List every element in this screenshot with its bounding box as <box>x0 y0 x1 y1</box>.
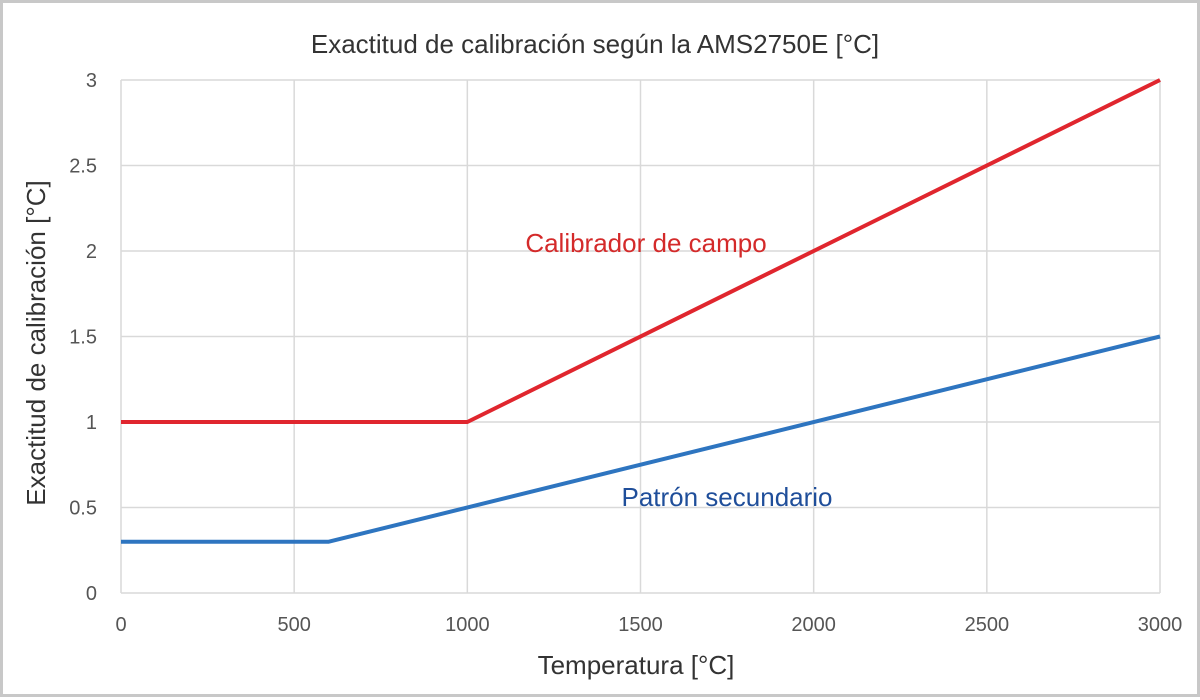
x-tick-label: 1500 <box>618 614 663 636</box>
series-line-0 <box>121 78 1161 424</box>
x-tick-label: 500 <box>277 614 310 636</box>
chart-title: Exactitud de calibración según la AMS275… <box>311 29 879 59</box>
x-axis-label: Temperatura [°C] <box>538 650 735 680</box>
y-tick-label: 0.5 <box>69 498 97 520</box>
x-tick-label: 2500 <box>965 614 1010 636</box>
series-lines <box>121 78 1161 544</box>
y-tick-label: 1 <box>86 412 97 434</box>
y-tick-label: 2 <box>86 241 97 263</box>
y-tick-label: 1.5 <box>69 327 97 349</box>
y-tick-label: 2.5 <box>69 156 97 178</box>
series-label-patron: Patrón secundario <box>621 482 832 512</box>
tick-labels: 0 500 1000 1500 2000 2500 3000 0 0.5 1 1.5 2 2.5 3 <box>69 70 1182 636</box>
y-tick-label: 3 <box>86 70 97 92</box>
x-tick-label: 1000 <box>445 614 490 636</box>
y-axis-label: Exactitud de calibración [°C] <box>21 180 51 505</box>
line-chart: 0 500 1000 1500 2000 2500 3000 0 0.5 1 1.5 2 2.5 3 Ex… <box>21 29 1182 680</box>
x-tick-label: 0 <box>115 614 126 636</box>
x-tick-label: 2000 <box>791 614 836 636</box>
series-line-1 <box>121 334 1161 544</box>
x-tick-label: 3000 <box>1138 614 1183 636</box>
y-tick-label: 0 <box>86 583 97 605</box>
series-label-calibrador: Calibrador de campo <box>525 228 766 258</box>
